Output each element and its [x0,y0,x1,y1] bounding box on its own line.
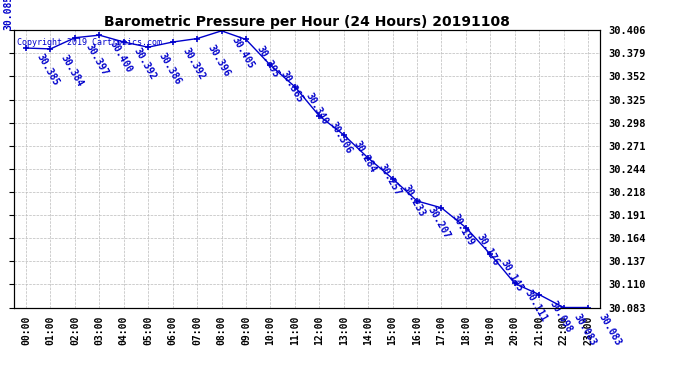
Text: 30.400: 30.400 [108,39,134,75]
Text: 30.405: 30.405 [230,35,256,70]
Text: 30.083: 30.083 [572,312,598,347]
Text: 30.145: 30.145 [499,258,525,294]
Text: 30.207: 30.207 [425,205,452,241]
Text: 30.396: 30.396 [206,43,232,78]
Text: 30.392: 30.392 [181,46,207,82]
Text: 30.176: 30.176 [474,232,500,267]
Text: 30.111: 30.111 [523,288,549,323]
Text: 30.365: 30.365 [279,69,305,105]
Text: 30.384: 30.384 [59,53,85,88]
Text: 30.340: 30.340 [303,91,329,126]
Text: 30.306: 30.306 [328,120,354,156]
Text: 30.098: 30.098 [548,299,574,334]
Text: 30.395: 30.395 [255,44,281,79]
Text: 30.385: 30.385 [34,52,61,88]
Text: 30.199: 30.199 [450,212,476,248]
Text: 30.083: 30.083 [596,312,622,347]
Text: 30.386: 30.386 [157,51,183,87]
Text: 30.284: 30.284 [352,139,378,174]
Title: Barometric Pressure per Hour (24 Hours) 20191108: Barometric Pressure per Hour (24 Hours) … [104,15,510,29]
Text: 30.397: 30.397 [83,42,110,77]
Text: 30.392: 30.392 [132,46,159,82]
Text: 30.085: 30.085 [3,0,13,30]
Text: 30.257: 30.257 [377,162,403,198]
Text: Copyright 2019 Cartronics.com: Copyright 2019 Cartronics.com [17,38,161,47]
Text: 30.233: 30.233 [401,183,427,218]
